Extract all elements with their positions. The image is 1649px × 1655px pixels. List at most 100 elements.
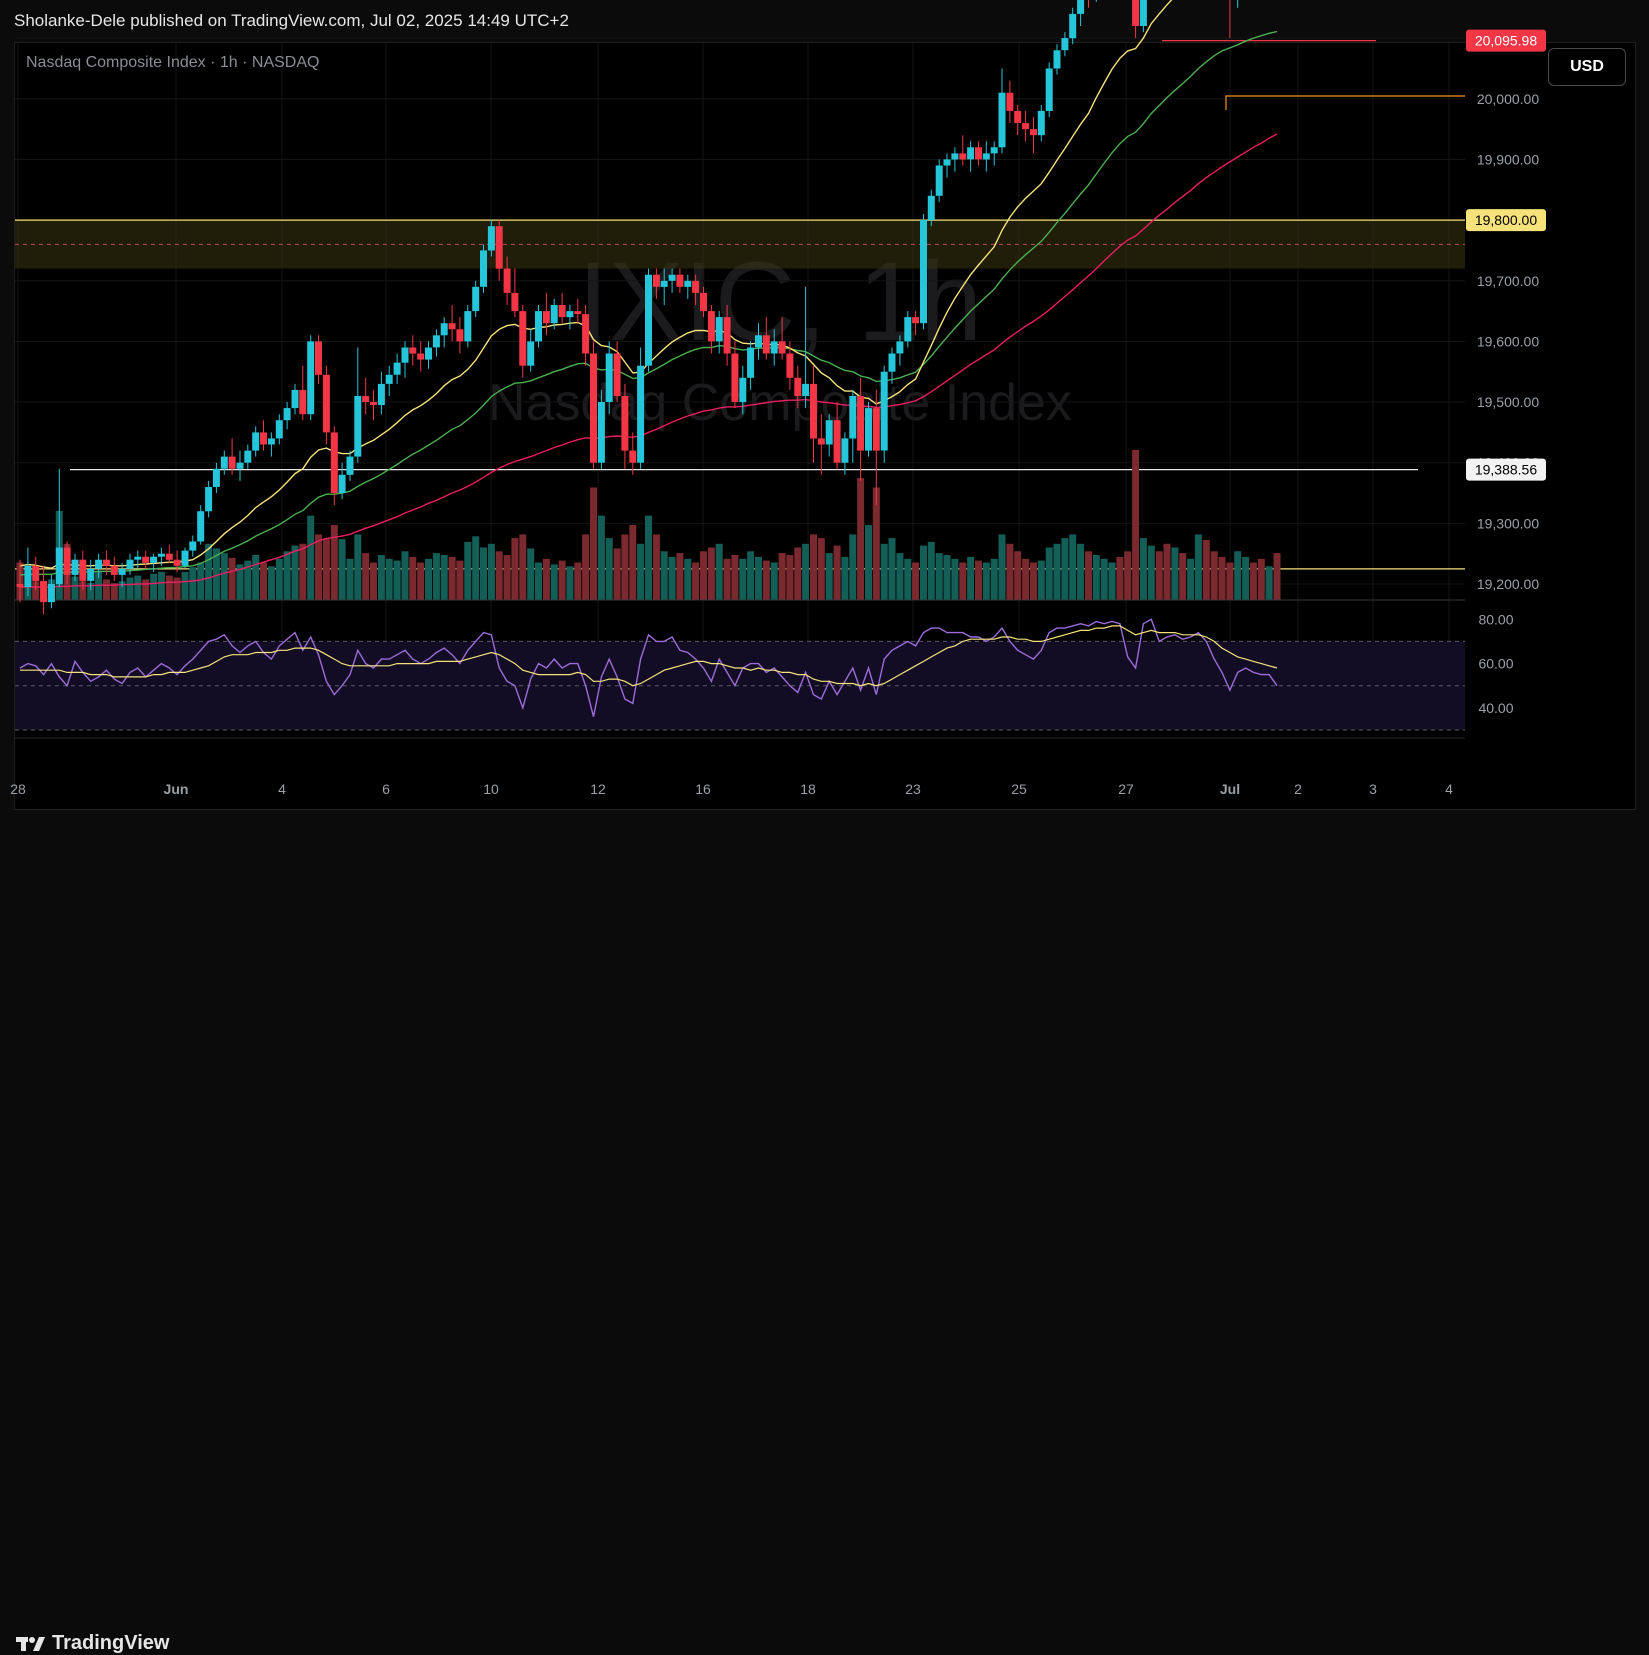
rsi-tick-label: 40.00: [1478, 700, 1513, 716]
symbol-info[interactable]: Nasdaq Composite Index · 1h · NASDAQ: [26, 54, 320, 71]
candle-body: [322, 374, 330, 433]
candle-body: [951, 153, 959, 160]
volume-bar: [291, 545, 299, 600]
volume-bar: [700, 551, 707, 601]
price-label-text: 19,800.00: [1475, 212, 1537, 228]
volume-bar: [1242, 556, 1250, 600]
volume-bar: [228, 557, 236, 600]
candle-body: [825, 420, 833, 445]
volume-bar: [189, 567, 197, 600]
rsi-line: [19, 618, 1278, 717]
candle-body: [802, 383, 810, 396]
tradingview-logo[interactable]: TradingView: [16, 1632, 169, 1655]
candle-body: [1061, 38, 1069, 51]
volume-bar: [755, 556, 762, 600]
candle-body: [637, 365, 645, 463]
volume-bar: [786, 555, 794, 600]
volume-bar: [982, 562, 990, 600]
time-tick-label: Jul: [1220, 781, 1240, 797]
candle-body: [157, 553, 165, 557]
candle-body: [597, 402, 605, 463]
volume-bar: [1194, 534, 1202, 600]
rsi-ma-line: [20, 625, 1278, 687]
time-tick-label: 4: [278, 781, 286, 797]
volume-bar: [346, 558, 354, 601]
candle-body: [315, 341, 322, 375]
volume-bar: [126, 577, 134, 600]
candle-body: [747, 347, 755, 378]
candle-body: [283, 408, 291, 421]
candle-body: [503, 268, 511, 293]
volume-bar: [157, 571, 165, 600]
volume-bar: [102, 579, 110, 600]
volume-bar: [448, 556, 456, 600]
time-tick-label: 3: [1369, 781, 1377, 797]
candle-body: [63, 547, 71, 575]
candle-body: [668, 274, 676, 281]
volume-bar: [613, 548, 621, 600]
volume-bar: [762, 560, 770, 600]
time-tick-label: 10: [483, 781, 499, 797]
candle-body: [417, 353, 425, 360]
price-label-text: 19,388.56: [1475, 462, 1537, 478]
volume-bar: [1171, 547, 1179, 600]
volume-bar: [747, 551, 755, 601]
candle-body: [220, 456, 228, 469]
candle-body: [134, 556, 142, 560]
volume-bar: [205, 543, 213, 601]
volume-bar: [220, 553, 228, 600]
volume-bar: [1037, 560, 1045, 600]
candle-body: [275, 420, 283, 439]
volume-bar: [338, 539, 346, 600]
volume-bar: [283, 551, 291, 601]
volume-bar: [645, 515, 652, 600]
candle-body: [975, 147, 982, 160]
volume-bar: [1234, 551, 1242, 601]
candle-body: [920, 220, 927, 324]
candle-body: [165, 553, 173, 560]
candle-body: [126, 559, 134, 569]
candle-body: [786, 353, 794, 378]
candle-body: [857, 396, 865, 451]
time-tick-label: 6: [382, 781, 390, 797]
price-label-box: [1466, 29, 1546, 52]
volume-bar: [1265, 566, 1273, 601]
candle-body: [865, 408, 872, 451]
candle-body: [425, 347, 432, 360]
candle-body: [692, 280, 700, 293]
levels: [15, 39, 1465, 570]
volume-bar: [865, 525, 872, 600]
candle-body: [762, 335, 770, 354]
price-label-box: [1466, 458, 1546, 481]
time-tick-label: Jun: [164, 781, 189, 797]
volume-bar: [802, 543, 810, 601]
candle-body: [1069, 13, 1077, 39]
candle-body: [535, 311, 542, 342]
candle-body: [542, 311, 550, 324]
volume-bar: [150, 573, 158, 601]
volume-bar: [393, 560, 401, 600]
candle-body: [1030, 129, 1037, 136]
candle-body: [291, 389, 299, 409]
volume-bar: [275, 558, 283, 601]
volume-bar: [464, 541, 472, 600]
publish-header: Sholanke-Dele published on TradingView.c…: [0, 0, 1649, 44]
candle-body: [935, 165, 943, 196]
currency-button[interactable]: USD: [1548, 48, 1626, 86]
time-tick-label: 25: [1011, 781, 1027, 797]
volume-bar: [377, 555, 385, 600]
time-tick-label: 18: [800, 781, 816, 797]
volume-bar: [967, 556, 975, 600]
candle-body: [448, 323, 456, 330]
volume-bar: [252, 555, 260, 600]
candle-body: [943, 159, 951, 166]
volume-bar: [692, 562, 700, 600]
volume-bar: [637, 543, 645, 601]
candle-body: [833, 420, 841, 463]
candle-body: [205, 487, 213, 512]
candle-body: [244, 450, 252, 463]
volume-bar: [582, 534, 590, 600]
chart-canvas[interactable]: IXIC, 1h Nasdaq Composite Index 19,200.0…: [0, 0, 1649, 861]
volume-bar: [739, 558, 747, 601]
volume-bar: [32, 581, 40, 601]
